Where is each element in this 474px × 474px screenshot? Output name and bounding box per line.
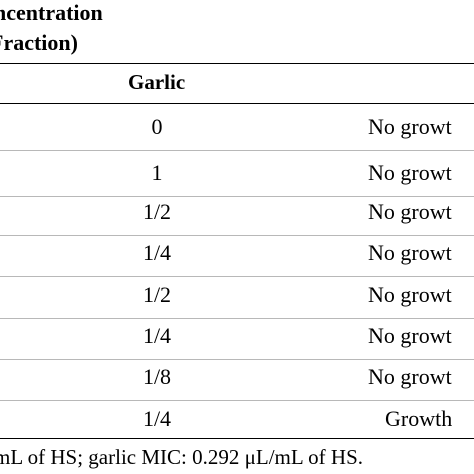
garlic-cell: 1/4 — [142, 240, 172, 265]
row-divider — [0, 318, 474, 319]
table-row: 1/2 No growt — [0, 272, 474, 319]
row-divider — [0, 276, 474, 277]
garlic-cell: 1/4 — [142, 323, 172, 348]
row-divider — [0, 196, 474, 197]
row-divider — [0, 359, 474, 360]
garlic-cell: 1/2 — [142, 199, 172, 224]
table-row: 1/4 No growt — [0, 313, 474, 360]
table-row: 0 No growt — [0, 104, 474, 151]
table-row: 1/4 No growt — [0, 230, 474, 277]
column-header-garlic: Garlic — [128, 70, 186, 94]
table-row: 1 No growt — [0, 150, 474, 197]
table-row: 1/8 No growt — [0, 354, 474, 401]
table-header-rule — [0, 103, 474, 104]
result-cell: No growt — [368, 323, 452, 348]
result-cell: No growt — [368, 364, 452, 389]
result-cell: No growt — [368, 199, 452, 224]
table-footnote: mL of HS; garlic MIC: 0.292 μL/mL of HS. — [0, 445, 364, 469]
garlic-cell: 1/4 — [142, 406, 172, 431]
garlic-cell: 1/2 — [142, 282, 172, 307]
garlic-cell: 0 — [151, 114, 163, 139]
result-cell: No growt — [368, 240, 452, 265]
garlic-cell: 1 — [151, 160, 163, 185]
garlic-cell: 1/8 — [142, 364, 172, 389]
result-cell: No growt — [368, 114, 452, 139]
row-divider — [0, 235, 474, 236]
result-cell: No growt — [368, 282, 452, 307]
table-bottom-rule — [0, 438, 474, 439]
table-row: 1/4 Growth — [0, 396, 474, 438]
table-top-rule — [0, 63, 474, 64]
table-header-fraction: Fraction) — [0, 30, 78, 55]
result-cell: Growth — [385, 406, 453, 431]
table-header-concentration: ncentration — [0, 0, 103, 25]
table-row: 1/2 No growt — [0, 189, 474, 236]
result-cell: No growt — [368, 160, 452, 185]
row-divider — [0, 400, 474, 401]
row-divider — [0, 150, 474, 151]
